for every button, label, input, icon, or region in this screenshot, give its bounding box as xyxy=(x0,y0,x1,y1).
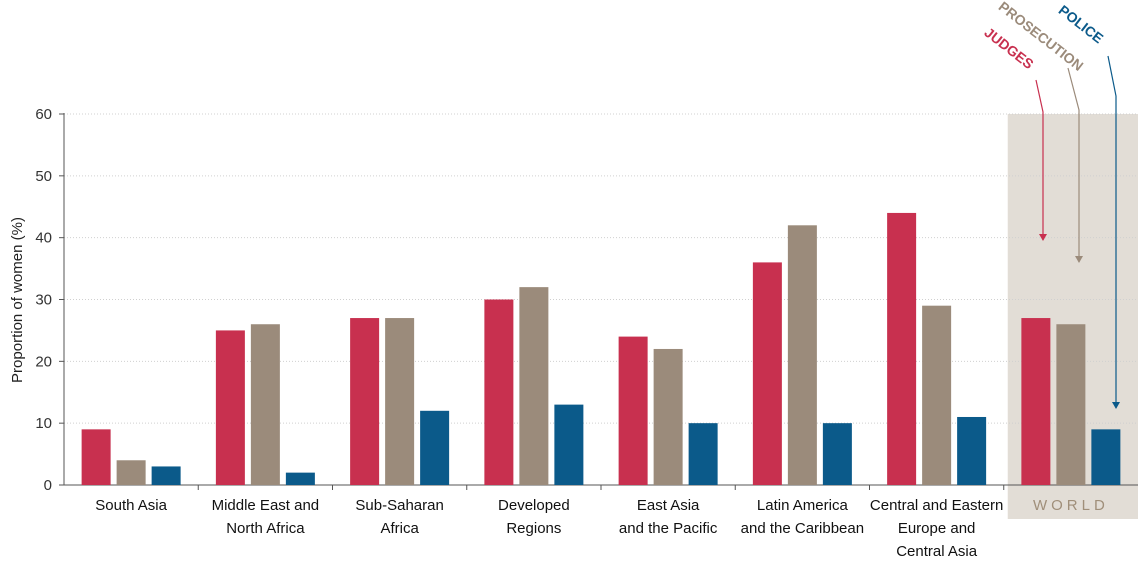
legend-label: POLICE xyxy=(1056,2,1107,47)
legend-arrow-line xyxy=(1067,67,1080,262)
legend-arrowhead xyxy=(1112,402,1120,409)
bar xyxy=(519,287,549,485)
bar xyxy=(350,318,380,485)
category-label: East Asia xyxy=(637,497,700,514)
category-label: Central Asia xyxy=(896,543,978,560)
legend-arrow-line xyxy=(1107,55,1117,408)
bar xyxy=(957,416,987,485)
y-tick-label: 10 xyxy=(35,415,52,432)
category-label: Developed xyxy=(498,497,570,514)
bar xyxy=(822,423,852,485)
bar xyxy=(151,466,181,485)
category-label: Middle East and xyxy=(212,497,320,514)
legend-arrowhead xyxy=(1075,256,1083,263)
gridlines xyxy=(64,113,1138,424)
category-label: South Asia xyxy=(95,497,167,514)
bar xyxy=(285,472,315,485)
category-label: Europe and xyxy=(898,520,976,537)
bar xyxy=(787,225,817,486)
category-label: Africa xyxy=(380,520,419,537)
bar xyxy=(653,348,683,485)
y-tick-label: 50 xyxy=(35,168,52,185)
y-tick-label: 0 xyxy=(44,477,52,494)
y-tick-label: 20 xyxy=(35,353,52,370)
bar xyxy=(215,330,245,485)
legend-arrow-line xyxy=(1035,79,1044,240)
y-axis-label: Proportion of women (%) xyxy=(9,217,26,383)
bar xyxy=(752,262,782,485)
bars xyxy=(81,212,1121,486)
bar xyxy=(81,429,111,485)
bar xyxy=(116,460,146,485)
category-label: and the Pacific xyxy=(619,520,718,537)
bar xyxy=(922,305,952,485)
y-tick-label: 60 xyxy=(35,106,52,123)
bar xyxy=(887,212,917,485)
bar xyxy=(618,336,648,485)
category-labels: South Asia Middle East and North Africa Sub… xyxy=(95,497,1109,560)
bar xyxy=(250,324,280,485)
bar xyxy=(554,404,584,485)
bar xyxy=(420,410,450,485)
legend-arrowhead xyxy=(1039,234,1047,241)
category-label: Central and Eastern xyxy=(870,497,1003,514)
bar xyxy=(484,299,514,485)
category-label: Latin America xyxy=(757,497,849,514)
world-label: WORLD xyxy=(1033,497,1109,514)
y-tick-label: 30 xyxy=(35,292,52,309)
category-label: and the Caribbean xyxy=(741,520,864,537)
bar xyxy=(688,423,718,485)
bar xyxy=(1091,429,1121,485)
bar xyxy=(1021,318,1051,485)
category-label: Sub-Saharan xyxy=(355,497,443,514)
y-tick-label: 40 xyxy=(35,230,52,247)
category-label: North Africa xyxy=(226,520,305,537)
bar xyxy=(385,318,415,485)
bar xyxy=(1056,324,1086,485)
category-label: Regions xyxy=(506,520,561,537)
